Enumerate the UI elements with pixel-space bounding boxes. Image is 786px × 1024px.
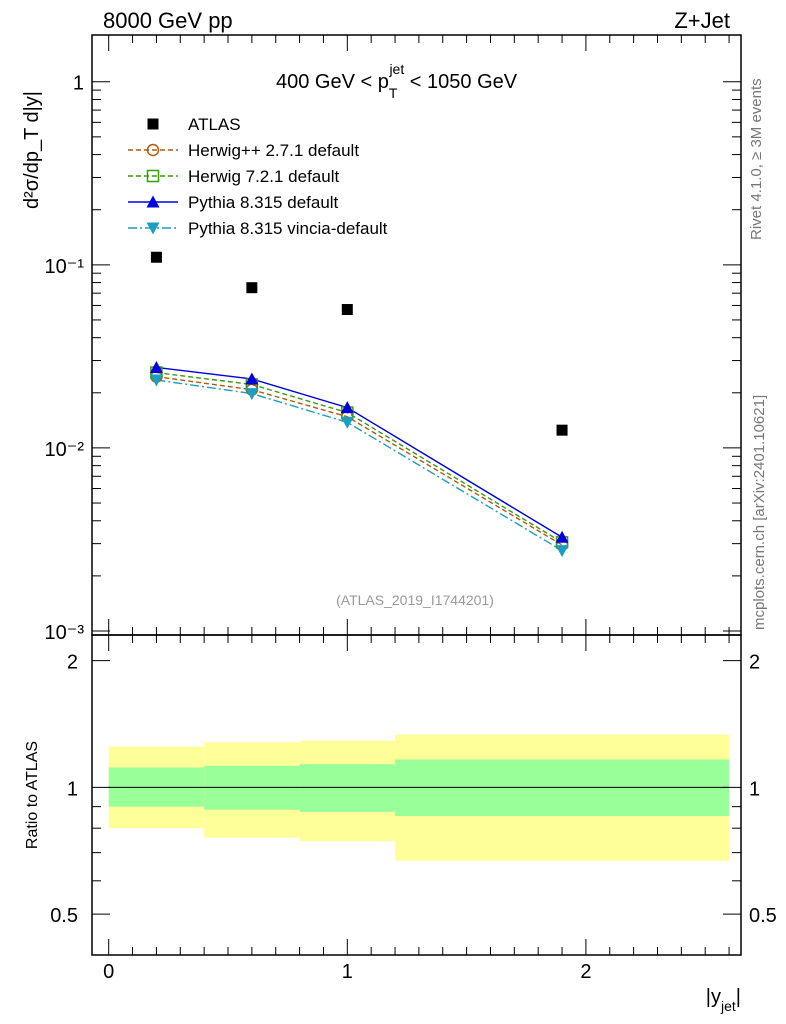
atlas-data-point (246, 282, 258, 294)
ratio-uncertainty-bands (108, 734, 730, 861)
y-tick-label: 10⁻² (45, 439, 85, 461)
header-process-label: Z+Jet (674, 8, 730, 33)
mc-series-lines (156, 366, 563, 552)
legend-marker (146, 222, 160, 235)
ratio-x-tick-labels: 0 1 2 (103, 961, 591, 983)
plot-title: 400 GeV < pTjet < 1050 GeV (276, 61, 518, 101)
ratio-axis-ticks (92, 635, 741, 955)
y-tick-label: 10⁻¹ (45, 256, 85, 278)
ratio-y-tick-label-left: 1 (67, 778, 78, 800)
legend-label: Pythia 8.315 vincia-default (188, 219, 388, 238)
atlas-data-point (341, 304, 353, 316)
legend-marker (146, 169, 160, 183)
main-y-axis-label: d²σ/dp_T d|y| (21, 91, 43, 209)
mc-data-point (149, 360, 163, 373)
atlas-data-point (150, 251, 162, 263)
analysis-id-label: (ATLAS_2019_I1744201) (336, 592, 494, 608)
y-tick-label: 1 (73, 73, 84, 95)
ratio-y-tick-label-left: 2 (67, 652, 78, 674)
mc-data-point (555, 545, 569, 558)
x-axis-label: |yjet| (706, 986, 741, 1014)
mc-data-point (555, 530, 569, 543)
x-tick-label: 2 (580, 961, 591, 983)
legend-label: Herwig++ 2.7.1 default (188, 141, 359, 160)
inner-uncertainty-band (299, 764, 396, 812)
legend-marker (147, 118, 159, 130)
x-tick-label: 1 (342, 961, 353, 983)
main-axis-ticks (92, 35, 741, 635)
ratio-y-tick-label-right: 1 (749, 778, 760, 800)
series-line (156, 375, 563, 546)
main-plot-panel: 10⁻³ 10⁻² 10⁻¹ 1 400 GeV < pTjet < 1050 GeV… (21, 34, 742, 644)
main-y-tick-labels: 10⁻³ 10⁻² 10⁻¹ 1 (45, 73, 85, 644)
mcplots-label: mcplots.cern.ch [arXiv:2401.10621] (751, 395, 768, 630)
ratio-y-axis-label: Ratio to ATLAS (24, 741, 41, 849)
ratio-plot-frame (91, 634, 742, 956)
legend-label: Herwig 7.2.1 default (188, 167, 339, 186)
mc-data-point (340, 416, 354, 429)
header-energy-label: 8000 GeV pp (103, 8, 233, 33)
series-line (156, 366, 563, 538)
mc-data-point (149, 374, 163, 387)
legend-marker (146, 143, 160, 157)
ratio-y-tick-label-right: 2 (749, 652, 760, 674)
series-line (156, 379, 563, 552)
atlas-data-point (556, 424, 568, 436)
series-line (156, 371, 563, 543)
x-tick-label: 0 (103, 961, 114, 983)
ratio-y-tick-label-left: 0.5 (50, 905, 78, 927)
legend-label: Pythia 8.315 default (188, 193, 339, 212)
legend: ATLAS Herwig++ 2.7.1 default Herwig 7.2.1 … (128, 115, 388, 238)
data-markers (149, 251, 569, 558)
ratio-y-tick-label-right: 0.5 (749, 905, 777, 927)
mc-data-point (245, 388, 259, 401)
mc-data-point (340, 401, 354, 414)
ratio-y-tick-labels: 0.5 0.5 1 1 2 2 (50, 652, 777, 928)
ratio-plot-panel: 0.5 0.5 1 1 2 2 0 1 2 Ratio to ATLAS |yjet| (24, 634, 777, 1014)
legend-marker (146, 195, 160, 208)
legend-label: ATLAS (188, 115, 241, 134)
mc-data-point (245, 372, 259, 385)
y-tick-label: 10⁻³ (45, 622, 85, 644)
rivet-version-label: Rivet 4.1.0, ≥ 3M events (748, 78, 765, 240)
